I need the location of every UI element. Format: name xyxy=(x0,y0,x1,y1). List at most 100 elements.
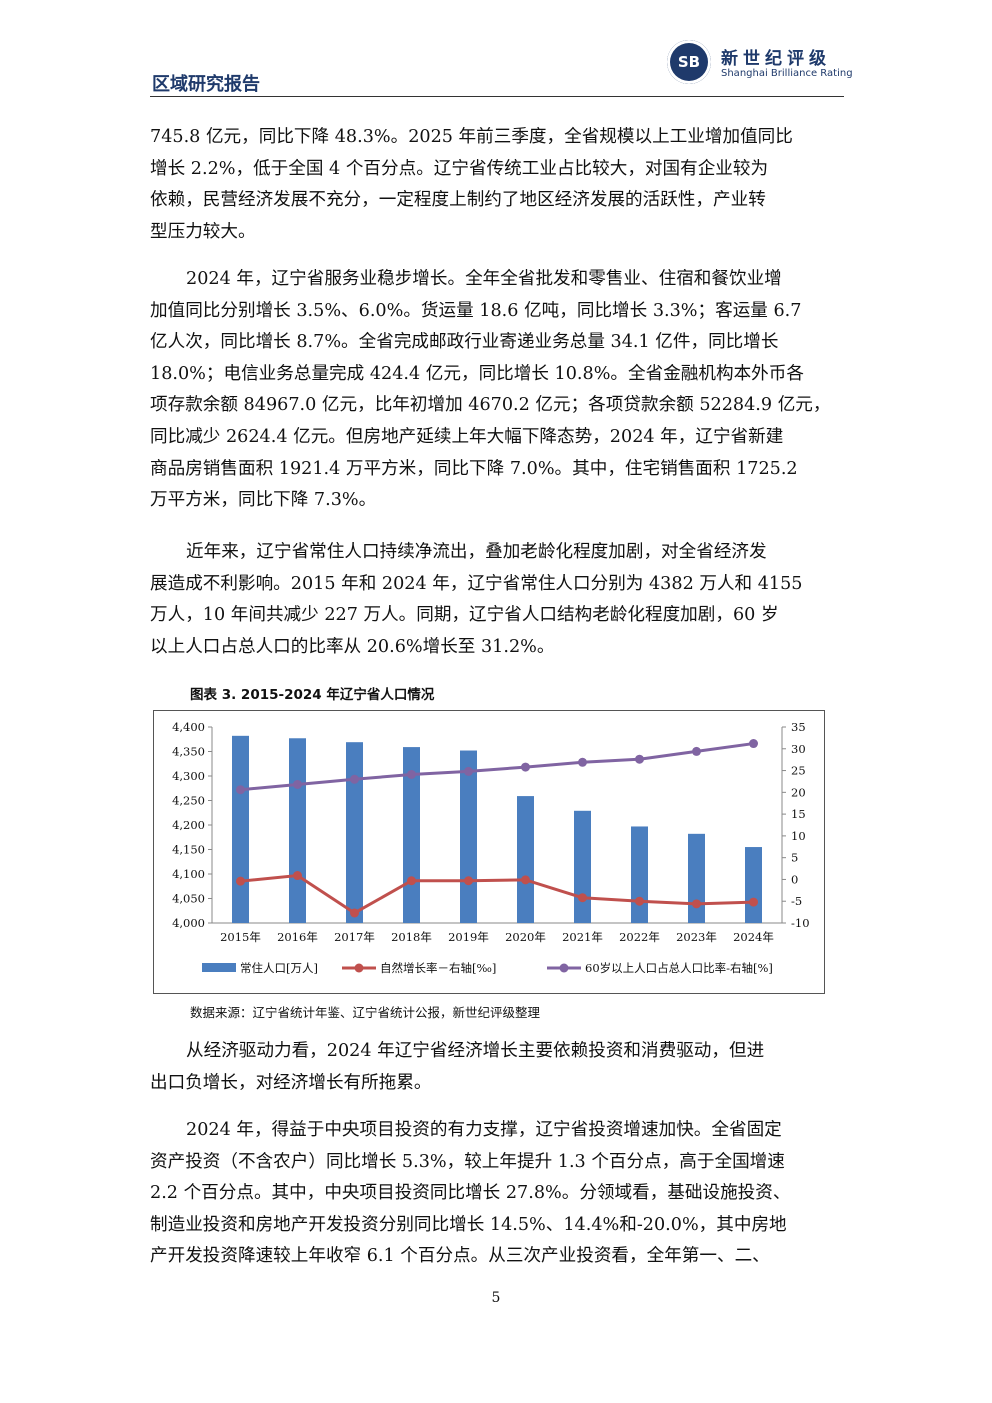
population-bar xyxy=(232,735,249,923)
legend-marker-aging-ratio xyxy=(559,963,569,973)
left-tick-label: 4,400 xyxy=(172,720,205,734)
header-divider xyxy=(150,96,844,97)
x-tick-label: 2018年 xyxy=(391,930,432,944)
x-tick-label: 2023年 xyxy=(676,930,717,944)
natural-growth-point xyxy=(749,897,758,907)
natural-growth-point xyxy=(635,896,644,906)
x-tick-label: 2020年 xyxy=(505,930,546,944)
natural-growth-point xyxy=(578,893,587,903)
legend-label: 常住人口[万人] xyxy=(240,961,318,975)
population-bar xyxy=(745,847,762,923)
text-line: 制造业投资和房地产开发投资分别同比增长 14.5%、14.4%和-20.0%，其… xyxy=(150,1214,787,1235)
text-line: 同比减少 2624.4 亿元。但房地产延续上年大幅下降态势，2024 年，辽宁省… xyxy=(150,426,784,447)
right-tick-label: 15 xyxy=(791,807,806,821)
population-bar xyxy=(631,826,648,923)
natural-growth-point xyxy=(521,875,530,885)
paragraph-population: 近年来，辽宁省常住人口持续净流出，叠加老龄化程度加剧，对全省经济发 展造成不利影… xyxy=(150,537,844,663)
natural-growth-point xyxy=(692,899,701,909)
section-title: 区域研究报告 xyxy=(152,74,260,95)
text-line: 从经济驱动力看，2024 年辽宁省经济增长主要依赖投资和消费驱动，但进 xyxy=(186,1041,765,1061)
right-tick-label: -10 xyxy=(791,916,810,930)
text-line: 以上人口占总人口的比率从 20.6%增长至 31.2%。 xyxy=(150,636,555,657)
left-tick-label: 4,300 xyxy=(172,769,205,783)
x-tick-label: 2016年 xyxy=(277,930,318,944)
x-tick-label: 2015年 xyxy=(220,930,261,944)
left-tick-label: 4,000 xyxy=(172,916,205,930)
text-line: 商品房销售面积 1921.4 万平方米，同比下降 7.0%。其中，住宅销售面积 … xyxy=(150,458,798,479)
right-tick-label: 0 xyxy=(791,872,798,886)
text-line: 18.0%；电信业务总量完成 424.4 亿元，同比增长 10.8%。全省金融机… xyxy=(150,363,804,384)
natural-growth-point xyxy=(236,876,245,886)
figure-source: 数据来源：辽宁省统计年鉴、辽宁省统计公报，新世纪评级整理 xyxy=(190,1005,541,1020)
x-tick-label: 2017年 xyxy=(334,930,375,944)
aging-ratio-point xyxy=(407,769,416,779)
natural-growth-point xyxy=(293,871,302,881)
population-bar xyxy=(460,750,477,923)
population-bar xyxy=(289,738,306,923)
population-chart: 4,000 4,050 4,100 4,150 4,200 4,250 4,300 4,350… xyxy=(153,710,825,994)
left-tick-label: 4,200 xyxy=(172,818,205,832)
aging-ratio-point xyxy=(293,779,302,789)
text-line: 万平方米，同比下降 7.3%。 xyxy=(150,490,377,511)
aging-ratio-point xyxy=(350,774,359,784)
population-bar xyxy=(688,833,705,923)
text-line: 亿人次，同比增长 8.7%。全省完成邮政行业寄递业务总量 34.1 亿件，同比增… xyxy=(150,332,779,353)
text-line: 增长 2.2%，低于全国 4 个百分点。辽宁省传统工业占比较大，对国有企业较为 xyxy=(150,158,769,179)
x-tick-label: 2024年 xyxy=(733,930,774,944)
right-tick-label: 25 xyxy=(791,764,806,778)
x-tick-label: 2022年 xyxy=(619,930,660,944)
legend-label: 60岁以上人口占总人口比率-右轴[%] xyxy=(585,961,773,975)
aging-ratio-point xyxy=(749,739,758,749)
right-tick-label: 20 xyxy=(791,785,806,799)
text-line: 加值同比分别增长 3.5%、6.0%。货运量 18.6 亿吨，同比增长 3.3%… xyxy=(150,300,802,321)
paragraph-services: 2024 年，辽宁省服务业稳步增长。全年全省批发和零售业、住宿和餐饮业增 加值同… xyxy=(150,264,844,517)
logo-mark: SB xyxy=(677,53,701,71)
x-tick-label: 2019年 xyxy=(448,930,489,944)
population-bar xyxy=(517,796,534,923)
aging-ratio-point xyxy=(464,766,473,776)
brand-logo-icon: SB xyxy=(667,40,711,84)
paragraph-drivers: 从经济驱动力看，2024 年辽宁省经济增长主要依赖投资和消费驱动，但进 出口负增… xyxy=(150,1036,844,1099)
text-line: 万人，10 年间共减少 227 万人。同期，辽宁省人口结构老龄化程度加剧，60 … xyxy=(150,605,779,626)
text-line: 产开发投资降速较上年收窄 6.1 个百分点。从三次产业投资看，全年第一、二、 xyxy=(150,1246,770,1267)
text-line: 型压力较大。 xyxy=(150,221,256,242)
text-line: 资产投资（不含农户）同比增长 5.3%，较上年提升 1.3 个百分点，高于全国增… xyxy=(150,1151,785,1172)
brand-name-cn: 新世纪评级 xyxy=(721,49,831,69)
left-tick-label: 4,150 xyxy=(172,843,205,857)
text-line: 745.8 亿元，同比下降 48.3%。2025 年前三季度，全省规模以上工业增… xyxy=(150,127,793,147)
legend-swatch-population xyxy=(202,963,236,972)
text-line: 2.2 个百分点。其中，中央项目投资同比增长 27.8%。分领域看，基础设施投资… xyxy=(150,1183,791,1204)
figure-title: 图表 3. 2015-2024 年辽宁省人口情况 xyxy=(190,687,435,703)
x-tick-label: 2021年 xyxy=(562,930,603,944)
natural-growth-point xyxy=(407,876,416,886)
aging-ratio-point xyxy=(578,757,587,767)
legend-label: 自然增长率－右轴[‰] xyxy=(380,961,496,975)
text-line: 出口负增长，对经济增长有所拖累。 xyxy=(150,1072,432,1093)
left-tick-label: 4,050 xyxy=(172,892,205,906)
left-tick-label: 4,250 xyxy=(172,794,205,808)
text-line: 近年来，辽宁省常住人口持续净流出，叠加老龄化程度加剧，对全省经济发 xyxy=(186,542,767,562)
natural-growth-point xyxy=(350,908,359,918)
right-tick-label: -5 xyxy=(791,894,802,908)
aging-ratio-point xyxy=(635,754,644,764)
right-tick-label: 10 xyxy=(791,829,806,843)
aging-ratio-point xyxy=(521,762,530,772)
left-tick-label: 4,100 xyxy=(172,867,205,881)
paragraph-investment: 2024 年，得益于中央项目投资的有力支撑，辽宁省投资增速加快。全省固定 资产投… xyxy=(150,1115,844,1273)
text-line: 2024 年，辽宁省服务业稳步增长。全年全省批发和零售业、住宿和餐饮业增 xyxy=(186,269,782,289)
legend-marker-natural-growth xyxy=(354,963,364,973)
right-tick-label: 30 xyxy=(791,742,806,756)
population-bar xyxy=(403,747,420,923)
chart-canvas: 4,000 4,050 4,100 4,150 4,200 4,250 4,300 4,350… xyxy=(172,720,810,975)
page-number: 5 xyxy=(491,1290,501,1306)
text-line: 项存款余额 84967.0 亿元，比年初增加 4670.2 亿元；各项贷款余额 … xyxy=(150,395,831,416)
left-tick-label: 4,350 xyxy=(172,745,205,759)
brand-name-en: Shanghai Brilliance Rating xyxy=(721,68,853,79)
right-tick-label: 5 xyxy=(791,851,798,865)
aging-ratio-line xyxy=(240,742,754,792)
population-bar xyxy=(574,810,591,923)
aging-ratio-point xyxy=(692,746,701,756)
natural-growth-line xyxy=(240,873,754,915)
natural-growth-point xyxy=(464,876,473,886)
aging-ratio-point xyxy=(236,785,245,795)
